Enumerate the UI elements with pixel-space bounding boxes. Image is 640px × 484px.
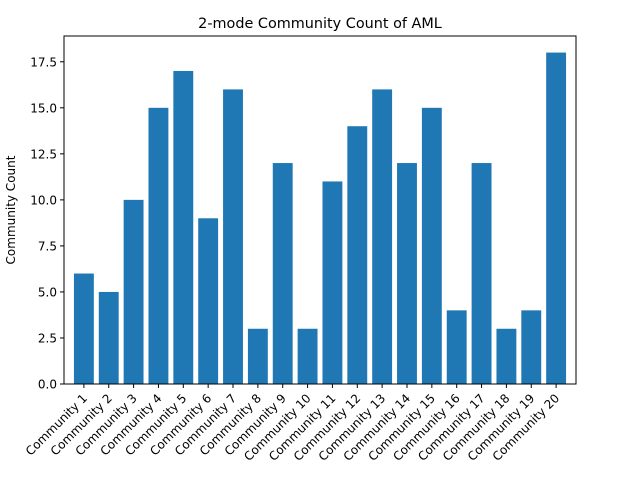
bar-16 <box>446 310 467 384</box>
bar-18 <box>496 328 517 384</box>
bar-11 <box>322 181 343 384</box>
y-tick-label: 5.0 <box>38 285 57 299</box>
bar-3 <box>123 199 144 384</box>
bar-9 <box>272 163 293 384</box>
bar-6 <box>198 218 219 384</box>
bar-4 <box>148 107 169 385</box>
y-tick-label: 7.5 <box>38 239 57 253</box>
chart-title: 2-mode Community Count of AML <box>198 16 442 32</box>
y-tick-label: 0.0 <box>38 378 57 392</box>
bar-15 <box>421 107 442 385</box>
bar-8 <box>247 328 268 384</box>
plot-frame <box>63 35 577 385</box>
bars-layer <box>73 52 567 385</box>
bar-5 <box>173 70 194 384</box>
y-tick-label: 15.0 <box>30 101 57 115</box>
y-axis: 0.0 2.5 5.0 7.5 10.0 12.5 15.0 17.5 <box>30 55 64 392</box>
bar-19 <box>521 310 542 384</box>
y-tick-label: 2.5 <box>38 331 57 345</box>
y-tick-label: 10.0 <box>30 193 57 207</box>
bar-13 <box>372 89 393 385</box>
bar-14 <box>397 163 417 384</box>
bar-17 <box>471 163 492 384</box>
bar-2 <box>98 291 119 384</box>
bar-7 <box>223 89 243 385</box>
bar-20 <box>546 52 567 384</box>
y-tick-label: 17.5 <box>30 55 57 69</box>
y-axis-label: Community Count <box>4 155 18 264</box>
bar-12 <box>347 126 368 384</box>
y-tick-label: 12.5 <box>30 147 57 161</box>
bar-1 <box>73 273 94 384</box>
bar-10 <box>297 328 318 384</box>
